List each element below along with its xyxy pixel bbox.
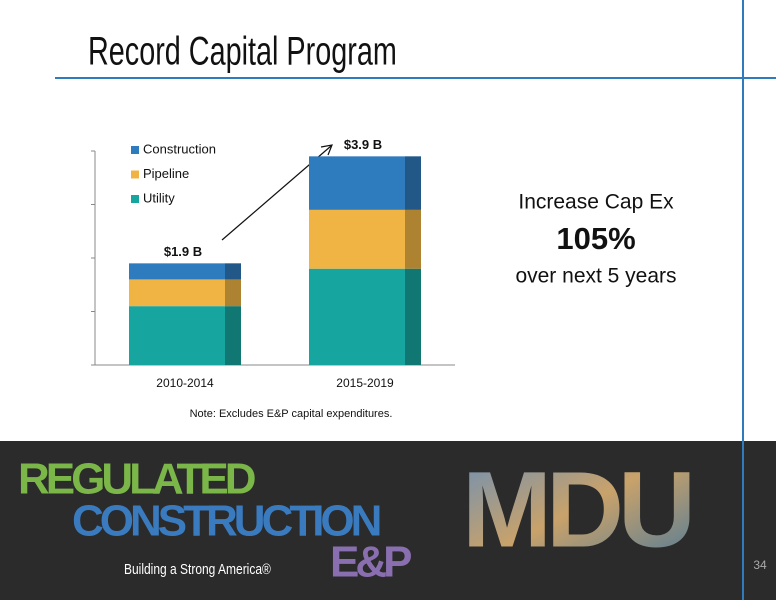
- legend-swatch: [131, 195, 139, 203]
- callout-highlight: 105%: [556, 221, 635, 256]
- legend-swatch: [131, 146, 139, 154]
- legend-label: Utility: [143, 190, 175, 205]
- x-tick-label: 2015-2019: [336, 376, 394, 390]
- footer-word: CONSTRUCTION: [72, 497, 380, 546]
- slide-title: Record Capital Program: [88, 29, 397, 74]
- callout-line: Increase Cap Ex: [518, 191, 674, 214]
- bar-segment: [129, 306, 241, 365]
- bar-segment: [129, 279, 241, 307]
- bar-segment: [309, 209, 421, 269]
- x-tick-label: 2010-2014: [156, 376, 214, 390]
- total-label: $1.9 B: [164, 244, 202, 259]
- bar-side: [225, 279, 241, 307]
- note: Note: Excludes E&P capital expenditures.: [190, 408, 393, 420]
- bar-segment: [309, 268, 421, 365]
- tagline: Building a Strong America®: [124, 561, 271, 578]
- bar-segment: [129, 263, 241, 280]
- total-label: $3.9 B: [344, 137, 382, 152]
- bar-side: [405, 156, 421, 210]
- bar-side: [225, 263, 241, 280]
- bar-side: [405, 209, 421, 269]
- legend-label: Pipeline: [143, 166, 189, 181]
- bar-segment: [309, 156, 421, 210]
- footer-word: REGULATED: [18, 455, 255, 504]
- legend-swatch: [131, 170, 139, 179]
- bar-side: [405, 268, 421, 365]
- arrow-head: [320, 144, 333, 156]
- callout-line: over next 5 years: [515, 265, 676, 288]
- footer-word: E&P: [330, 538, 411, 587]
- logo: MDU: [462, 449, 690, 570]
- footer-band: [0, 441, 776, 600]
- bar-side: [225, 306, 241, 365]
- legend-label: Construction: [143, 141, 216, 156]
- page-number: 34: [753, 558, 767, 572]
- chart: 2010-2014 $1.9 B 2015-2019 $3.9 B Constructi…: [91, 137, 455, 390]
